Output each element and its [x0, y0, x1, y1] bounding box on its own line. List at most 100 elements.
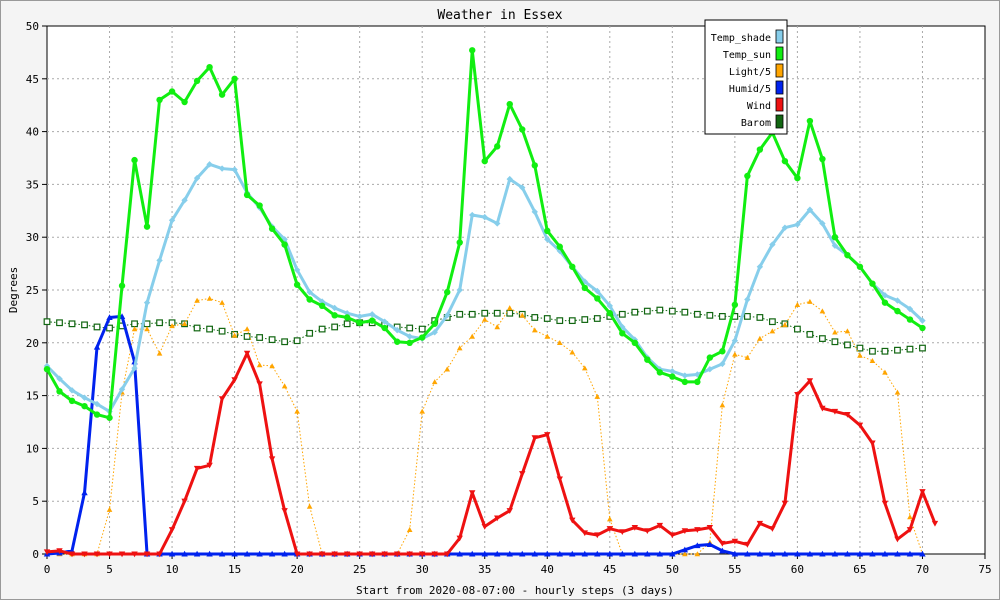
legend-label-humid-5: Humid/5 — [729, 84, 771, 95]
data-point-barom — [68, 320, 76, 328]
data-point-temp-shade — [168, 217, 176, 224]
data-point-temp-sun — [919, 324, 926, 332]
data-point-temp-sun — [719, 348, 726, 355]
data-point-humid-5 — [894, 550, 901, 557]
data-point-light-5 — [294, 408, 300, 414]
data-point-barom — [281, 338, 289, 346]
data-point-temp-sun — [706, 354, 714, 361]
data-point-barom — [919, 344, 926, 352]
data-point-wind — [719, 540, 726, 547]
data-point-temp-shade — [669, 368, 676, 375]
data-point-humid-5 — [669, 550, 676, 557]
y-tick-label: 10 — [26, 442, 39, 455]
data-point-humid-5 — [919, 550, 926, 557]
data-point-light-5 — [206, 295, 213, 301]
data-point-temp-sun — [368, 317, 376, 324]
data-point-temp-sun — [881, 299, 889, 306]
data-point-barom — [743, 313, 751, 320]
data-point-wind — [769, 526, 776, 532]
data-point-wind — [368, 551, 376, 558]
data-point-wind — [318, 551, 326, 558]
data-point-temp-shade — [456, 286, 463, 294]
series-line-wind — [46, 351, 937, 556]
data-point-temp-shade — [131, 364, 138, 372]
data-point-wind — [819, 405, 826, 412]
data-point-temp-sun — [506, 100, 513, 108]
data-point-light-5 — [694, 551, 701, 557]
data-point-temp-shade — [531, 208, 538, 216]
data-point-light-5 — [181, 320, 188, 327]
data-point-barom — [906, 345, 914, 353]
data-point-temp-shade — [519, 184, 526, 191]
data-point-temp-shade — [193, 174, 201, 182]
data-point-light-5 — [306, 503, 313, 509]
data-point-temp-sun — [656, 369, 664, 376]
data-point-barom — [668, 307, 676, 315]
data-point-wind — [431, 551, 438, 558]
data-point-temp-shade — [181, 197, 188, 204]
data-point-barom — [93, 323, 101, 331]
data-point-wind — [844, 412, 851, 418]
data-point-wind — [81, 551, 88, 558]
series-wind — [43, 350, 939, 558]
data-point-light-5 — [556, 340, 563, 346]
series-temp-sun — [43, 47, 926, 421]
data-point-temp-shade — [393, 326, 401, 334]
data-point-temp-shade — [118, 386, 126, 393]
data-point-temp-sun — [168, 88, 176, 95]
data-point-light-5 — [882, 369, 888, 375]
data-point-temp-sun — [218, 91, 226, 98]
data-point-temp-sun — [406, 339, 413, 346]
data-point-barom — [243, 333, 251, 340]
data-point-barom — [869, 347, 876, 355]
data-point-barom — [831, 338, 839, 346]
data-point-wind — [181, 498, 188, 505]
x-tick-label: 15 — [228, 563, 241, 576]
data-point-humid-5 — [469, 550, 476, 557]
y-tick-label: 35 — [26, 178, 39, 191]
data-point-temp-sun — [894, 307, 901, 315]
data-point-temp-sun — [869, 280, 876, 287]
data-point-temp-sun — [343, 314, 351, 321]
data-point-temp-sun — [794, 174, 801, 182]
data-point-humid-5 — [744, 550, 751, 557]
data-point-barom — [456, 310, 464, 318]
x-tick-label: 60 — [791, 563, 804, 576]
data-point-barom — [793, 325, 801, 333]
data-point-temp-sun — [469, 47, 476, 54]
data-point-barom — [493, 309, 501, 317]
data-point-humid-5 — [168, 550, 176, 557]
data-point-temp-sun — [318, 302, 326, 310]
data-point-wind — [581, 530, 588, 537]
data-point-temp-sun — [569, 263, 576, 270]
data-point-wind — [506, 508, 513, 514]
data-point-humid-5 — [856, 550, 864, 557]
data-point-temp-sun — [681, 378, 689, 386]
data-point-temp-shade — [218, 165, 226, 172]
data-point-temp-shade — [231, 166, 238, 173]
data-point-temp-shade — [331, 304, 338, 312]
data-point-humid-5 — [681, 546, 689, 553]
data-point-humid-5 — [231, 550, 238, 557]
data-point-wind — [68, 551, 76, 558]
data-point-wind — [444, 551, 451, 558]
data-point-light-5 — [757, 335, 763, 341]
data-point-light-5 — [832, 329, 838, 335]
x-tick-label: 25 — [353, 563, 366, 576]
data-point-light-5 — [269, 363, 275, 369]
series-temp-shade — [43, 161, 926, 415]
data-point-temp-shade — [881, 292, 889, 299]
data-point-barom — [143, 320, 151, 328]
data-point-barom — [631, 308, 639, 316]
data-point-humid-5 — [569, 550, 576, 557]
data-point-light-5 — [782, 322, 788, 328]
data-point-wind — [556, 476, 563, 483]
data-point-wind — [143, 551, 151, 558]
data-point-barom — [106, 324, 113, 332]
data-point-humid-5 — [881, 550, 889, 557]
x-tick-label: 20 — [291, 563, 304, 576]
data-point-temp-shade — [706, 366, 714, 373]
data-point-light-5 — [231, 332, 238, 338]
data-point-barom — [681, 308, 689, 316]
